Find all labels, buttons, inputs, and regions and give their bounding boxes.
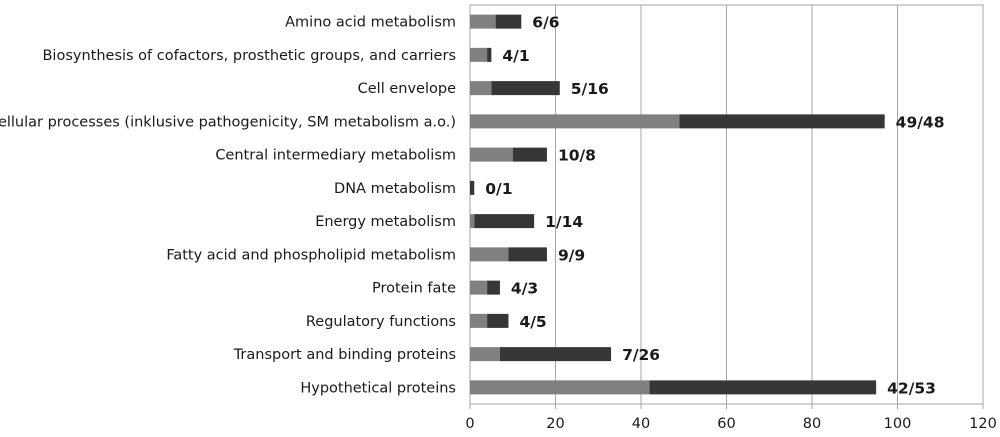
gridlines	[555, 5, 898, 404]
bar-segment-second	[679, 114, 885, 129]
data-label: 4/3	[511, 280, 538, 298]
x-tick-label: 40	[632, 416, 650, 432]
bar-segment-second	[474, 214, 535, 229]
bar-segment-second	[512, 147, 547, 162]
category-labels: Amino acid metabolism Biosynthesis of cof…	[0, 15, 456, 397]
data-label: 6/6	[532, 14, 559, 32]
category-label: Fatty acid and phospholipid metabolism	[166, 247, 456, 263]
category-label: Amino acid metabolism	[285, 15, 456, 31]
category-label: Protein fate	[372, 281, 456, 297]
category-label: Central intermediary metabolism	[215, 148, 456, 164]
x-tick-label: 0	[465, 416, 474, 432]
data-label: 7/26	[622, 346, 660, 364]
x-tick-label: 120	[969, 416, 997, 432]
bar-segment-second	[495, 14, 522, 29]
bar-segment-first	[470, 380, 650, 395]
data-label: 4/5	[519, 313, 546, 331]
bar-segment-first	[470, 313, 488, 328]
bars	[470, 14, 885, 395]
category-label: Hypothetical proteins	[300, 380, 456, 396]
data-label: 42/53	[887, 379, 936, 397]
category-label: Cell envelope	[358, 81, 456, 97]
data-label: 9/9	[558, 246, 585, 264]
bar-segment-second	[649, 380, 877, 395]
x-tick-label: 20	[546, 416, 564, 432]
bar-segment-second	[487, 47, 492, 62]
bar-segment-second	[487, 280, 500, 295]
bar-segment-first	[470, 114, 680, 129]
category-label: Transport and binding proteins	[233, 347, 456, 363]
data-label: 49/48	[896, 113, 945, 131]
x-tick-label: 60	[717, 416, 735, 432]
data-label: 0/1	[485, 180, 512, 198]
bar-segment-first	[470, 81, 492, 96]
bar-segment-first	[470, 47, 488, 62]
data-label: 1/14	[545, 213, 583, 231]
category-label: Biosynthesis of cofactors, prosthetic gr…	[42, 48, 456, 64]
data-label: 4/1	[502, 47, 529, 65]
bar-segment-first	[470, 14, 496, 29]
x-axis-tick-labels: 0 20 40 60 80 100 120	[465, 404, 997, 432]
bar-segment-first	[470, 147, 513, 162]
category-label: Regulatory functions	[306, 314, 456, 330]
bar-segment-first	[470, 214, 475, 229]
bar-segment-first	[470, 347, 500, 362]
bar-segment-second	[487, 313, 509, 328]
category-label: DNA metabolism	[334, 181, 456, 197]
x-tick-label: 80	[803, 416, 821, 432]
category-label: Cellular processes (inklusive pathogenic…	[0, 114, 456, 130]
data-labels: 6/64/1 5/16 49/48 10/8 0/1 1/14 9/9 4/3 4/5 7/26 4…	[485, 14, 944, 398]
bar-segment-second	[470, 180, 475, 195]
bar-segment-second	[508, 247, 547, 262]
bar-segment-first	[470, 247, 509, 262]
bar-segment-second	[491, 81, 560, 96]
data-label: 5/16	[571, 80, 609, 98]
category-label: Energy metabolism	[315, 214, 456, 230]
x-tick-label: 100	[884, 416, 912, 432]
bar-segment-first	[470, 280, 488, 295]
bar-segment-second	[499, 347, 612, 362]
data-label: 10/8	[558, 147, 596, 165]
